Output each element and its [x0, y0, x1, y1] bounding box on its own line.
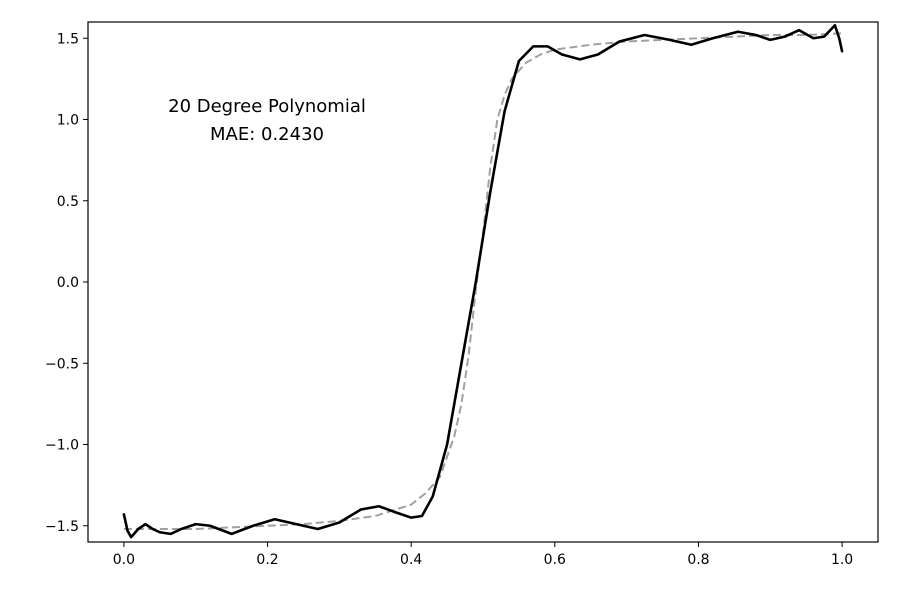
- y-axis: −1.5 −1.0 −0.5 0.0 0.5 1.0 1.5: [45, 31, 88, 535]
- plot-background: [88, 22, 878, 542]
- annotation-line-1: 20 Degree Polynomial: [168, 96, 366, 117]
- x-tick-label: 0.0: [113, 552, 135, 568]
- y-tick-label: 1.5: [57, 31, 79, 47]
- y-tick-label: −1.0: [45, 438, 79, 454]
- plot-frame: [87, 21, 879, 543]
- annotation-line-2: MAE: 0.2430: [210, 124, 324, 145]
- y-tick-label: 0.0: [57, 275, 79, 291]
- series-layer: [122, 23, 844, 539]
- x-tick-label: 0.4: [400, 552, 422, 568]
- x-tick-label: 1.0: [831, 552, 853, 568]
- polynomial-fit-line: [122, 23, 844, 539]
- x-axis: 0.0 0.2 0.4 0.6 0.8 1.0: [113, 542, 853, 568]
- x-tick-label: 0.8: [687, 552, 709, 568]
- y-tick-label: −1.5: [45, 519, 79, 535]
- y-tick-label: −0.5: [45, 356, 79, 372]
- y-tick-label: 1.0: [57, 113, 79, 129]
- x-tick-label: 0.6: [544, 552, 566, 568]
- x-tick-label: 0.2: [256, 552, 278, 568]
- y-tick-label: 0.5: [57, 194, 79, 210]
